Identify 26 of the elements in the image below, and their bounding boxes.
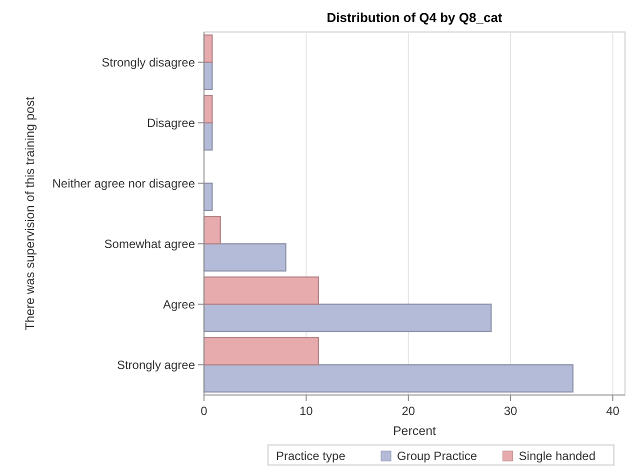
bar [203,364,574,393]
y-axis-title: There was supervision of this training post [23,96,37,330]
x-tick-label: 40 [606,404,620,418]
bar [203,216,221,244]
y-tick-label: Strongly agree [116,358,196,372]
x-tick-label: 0 [200,404,208,418]
legend-label: Group Practice [397,449,478,463]
bar [203,34,213,63]
bar [203,94,213,124]
legend-label: Single handed [518,449,596,463]
bar [203,276,320,305]
chart-title: Distribution of Q4 by Q8_cat [326,10,503,25]
x-tick-label: 30 [504,404,518,418]
legend-title: Practice type [276,449,346,463]
y-tick-label: Neither agree nor disagree [52,176,196,190]
x-axis-title: Percent [392,424,437,438]
y-tick-label: Strongly disagree [102,55,196,70]
y-tick-label: Disagree [146,116,196,130]
x-tick-label: 20 [402,404,416,418]
bar [203,336,320,366]
bar [203,182,213,212]
y-tick-label: Somewhat agree [104,236,196,251]
x-tick-label: 10 [300,404,314,418]
y-tick-label: Agree [162,297,196,312]
bar [203,304,492,332]
bar [203,243,286,272]
